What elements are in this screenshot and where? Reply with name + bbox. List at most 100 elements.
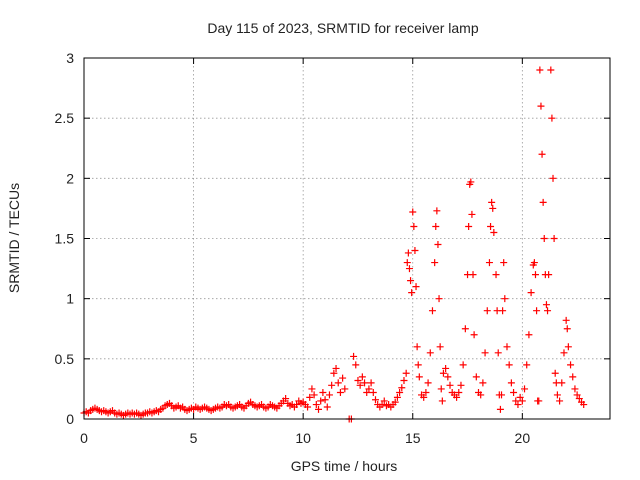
data-point: [470, 331, 478, 339]
y-axis-label: SRMTID / TECUs: [6, 183, 22, 293]
data-point: [317, 397, 325, 405]
data-point: [525, 331, 533, 339]
data-point: [498, 391, 506, 399]
data-point: [403, 259, 411, 267]
data-point: [439, 369, 447, 377]
data-points: [80, 66, 588, 423]
data-point: [328, 381, 336, 389]
data-point: [420, 393, 428, 401]
data-point: [380, 397, 388, 405]
data-point: [536, 66, 544, 74]
data-point: [435, 295, 443, 303]
data-point: [424, 379, 432, 387]
data-point: [573, 391, 581, 399]
data-point: [455, 389, 463, 397]
data-point: [558, 379, 566, 387]
data-point: [539, 198, 547, 206]
data-point: [304, 403, 312, 411]
data-point: [527, 289, 535, 297]
data-point: [483, 307, 491, 315]
data-point: [312, 401, 320, 409]
data-point: [481, 349, 489, 357]
data-point: [501, 295, 509, 303]
data-point: [562, 316, 570, 324]
data-point: [459, 361, 467, 369]
data-point: [334, 379, 342, 387]
data-point: [550, 235, 558, 242]
data-point: [365, 385, 373, 393]
data-point: [319, 389, 327, 397]
data-point: [422, 389, 430, 397]
data-point: [408, 289, 416, 297]
data-point: [369, 389, 377, 397]
data-point: [363, 389, 371, 397]
data-point: [432, 222, 440, 230]
data-point: [516, 393, 524, 401]
data-point: [412, 283, 420, 291]
x-tick-label: 0: [80, 430, 88, 446]
data-point: [549, 174, 557, 182]
data-point: [431, 259, 439, 267]
data-point: [293, 401, 301, 409]
data-point: [551, 369, 559, 377]
data-point: [512, 397, 520, 405]
data-point: [410, 222, 418, 230]
data-point: [538, 150, 546, 158]
data-point: [404, 249, 412, 257]
chart-title: Day 115 of 2023, SRMTID for receiver lam…: [207, 20, 479, 36]
data-point: [563, 325, 571, 333]
data-point: [411, 247, 419, 255]
data-point: [468, 210, 476, 218]
data-point: [426, 349, 434, 357]
data-point: [523, 361, 531, 369]
data-point: [444, 373, 452, 381]
data-point: [413, 343, 421, 351]
data-point: [352, 361, 360, 369]
data-point: [489, 204, 497, 212]
grid-lines: [84, 58, 610, 419]
data-point: [575, 395, 583, 403]
data-point: [472, 373, 480, 381]
data-point: [521, 385, 529, 393]
data-point: [436, 343, 444, 351]
data-point: [514, 401, 522, 409]
y-tick-label: 1: [66, 291, 74, 307]
data-point: [438, 397, 446, 405]
data-point: [367, 379, 375, 387]
data-point: [535, 397, 543, 405]
data-point: [378, 401, 386, 409]
data-point: [332, 364, 340, 372]
data-point: [358, 373, 366, 381]
data-point: [499, 307, 507, 315]
data-point: [391, 398, 399, 406]
data-point: [402, 369, 410, 377]
data-point: [321, 396, 329, 404]
data-point: [500, 259, 508, 267]
data-point: [339, 374, 347, 382]
y-tick-label: 2.5: [55, 110, 75, 126]
data-point: [571, 385, 579, 393]
data-point: [325, 391, 333, 399]
data-point: [310, 391, 318, 399]
data-point: [544, 307, 552, 315]
x-tick-label: 5: [190, 430, 198, 446]
data-point: [414, 361, 422, 369]
data-point: [465, 222, 473, 230]
data-point: [356, 381, 364, 389]
data-point: [308, 385, 316, 393]
data-point: [409, 208, 417, 216]
data-point: [361, 379, 369, 387]
y-tick-label: 2: [66, 170, 74, 186]
data-point: [354, 376, 362, 384]
y-tick-label: 1.5: [55, 231, 75, 247]
axis-ticks: 0 5 10 15 20 0 0.5 1 1.5 2 2.5 3: [55, 50, 610, 446]
data-point: [398, 384, 406, 392]
data-point: [393, 393, 401, 401]
data-point: [564, 343, 572, 351]
data-point: [548, 114, 556, 122]
data-point: [315, 405, 323, 413]
data-point: [330, 369, 338, 377]
x-axis-label: GPS time / hours: [291, 458, 398, 474]
x-tick-label: 20: [515, 430, 531, 446]
